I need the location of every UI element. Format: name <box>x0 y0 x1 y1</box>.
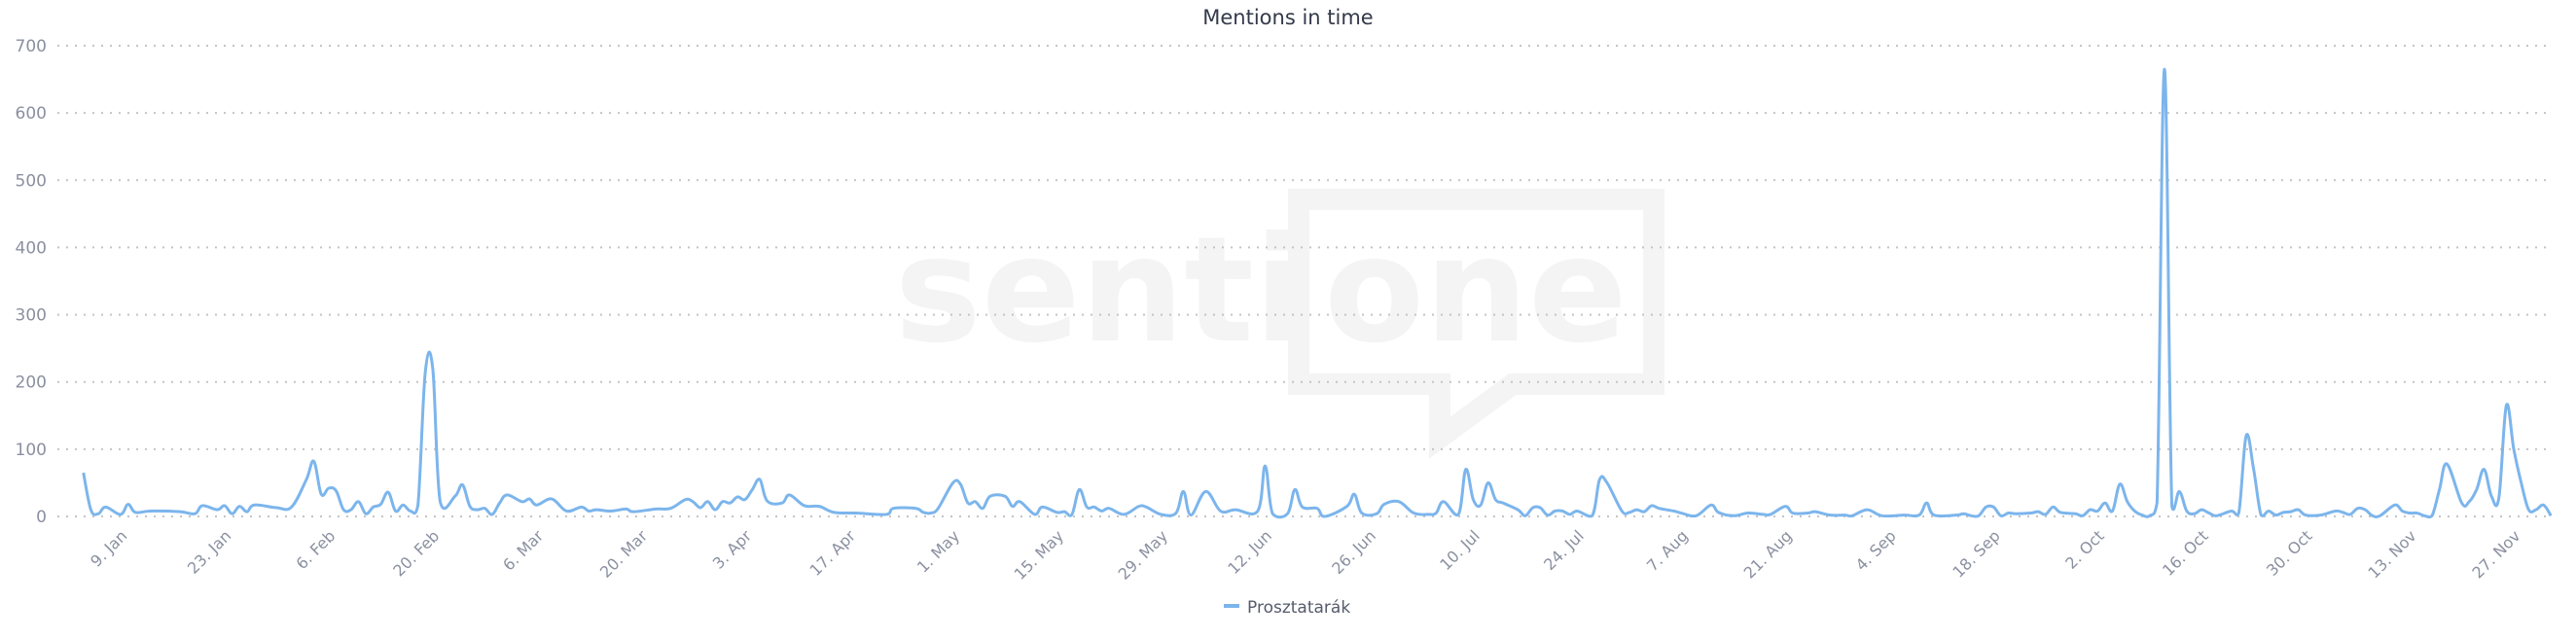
x-tick-label: 21. Aug <box>1740 526 1796 582</box>
x-tick-label: 24. Jul <box>1540 526 1588 574</box>
y-tick-label: 200 <box>16 373 47 393</box>
x-tick-label: 2. Oct <box>2061 526 2107 572</box>
y-tick-label: 300 <box>16 306 47 326</box>
svg-text:senti: senti <box>895 206 1305 375</box>
series-line <box>82 67 2553 519</box>
x-tick-label: 20. Mar <box>596 526 652 582</box>
x-tick-label: 9. Jan <box>87 526 130 570</box>
y-tick-label: 500 <box>16 171 47 191</box>
y-tick-label: 400 <box>16 238 47 258</box>
legend-item-label[interactable]: Prosztatarák <box>1247 598 1350 618</box>
x-tick-label: 15. May <box>1011 526 1067 583</box>
x-tick-label: 30. Oct <box>2263 526 2316 580</box>
x-tick-label: 12. Jun <box>1224 526 1275 578</box>
x-tick-label: 17. Apr <box>806 526 860 580</box>
svg-text:one: one <box>1324 206 1628 375</box>
x-axis-labels: 9. Jan 23. Jan 6. Feb 20. Feb 6. Mar 20. Mar 3… <box>87 526 2523 584</box>
x-tick-label: 10. Jul <box>1436 526 1484 574</box>
legend[interactable]: Prosztatarák <box>1224 598 1350 618</box>
y-axis-labels: 0 100 200 300 400 500 600 700 <box>16 37 47 527</box>
x-tick-label: 27. Nov <box>2468 526 2523 582</box>
x-tick-label: 29. May <box>1115 526 1171 583</box>
legend-symbol <box>1224 604 1239 608</box>
x-tick-label: 1. May <box>913 526 963 576</box>
x-tick-label: 20. Feb <box>389 526 443 580</box>
x-tick-label: 23. Jan <box>184 526 234 577</box>
x-tick-label: 16. Oct <box>2159 526 2212 580</box>
y-tick-label: 600 <box>16 104 47 124</box>
x-tick-label: 3. Apr <box>709 526 756 573</box>
x-tick-label: 6. Mar <box>499 526 547 574</box>
sentione-watermark-logo: senti one <box>895 189 1664 459</box>
y-tick-label: 100 <box>16 441 47 460</box>
x-tick-label: 7. Aug <box>1643 526 1692 575</box>
chart-title: Mentions in time <box>1202 6 1374 29</box>
x-tick-label: 18. Sep <box>1949 526 2003 581</box>
y-tick-label: 0 <box>36 508 47 527</box>
y-tick-label: 700 <box>16 37 47 56</box>
x-tick-label: 4. Sep <box>1852 526 1900 574</box>
x-tick-label: 26. Jun <box>1328 526 1379 578</box>
series-prosztatarak <box>82 67 2553 519</box>
x-tick-label: 6. Feb <box>292 526 339 573</box>
x-tick-label: 13. Nov <box>2364 526 2419 582</box>
